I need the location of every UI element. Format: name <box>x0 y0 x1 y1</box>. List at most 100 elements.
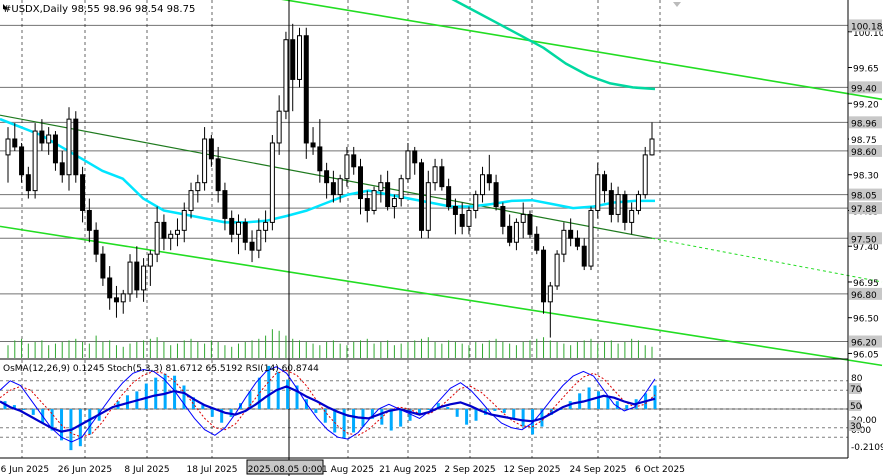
bull-candle-body <box>174 229 180 235</box>
bear-candle-body <box>507 225 513 243</box>
osma-bar <box>465 409 469 425</box>
indicator-tick-label: 0.00 <box>851 426 871 436</box>
bull-candle-body <box>371 190 377 211</box>
date-tick-label: 8 Jul 2025 <box>124 465 169 475</box>
bull-candle-body <box>276 110 282 144</box>
bear-candle-body <box>439 166 445 188</box>
bull-candle-body <box>263 221 269 231</box>
bear-candle-body <box>324 170 330 184</box>
bear-candle-body <box>39 130 45 144</box>
bear-candle-body <box>249 241 255 251</box>
bear-candle-body <box>602 174 608 192</box>
bear-candle-body <box>452 206 458 215</box>
osma-bar <box>50 409 54 431</box>
osma-bar <box>323 409 327 423</box>
osma-bar <box>257 377 261 409</box>
bull-candle-body <box>561 229 567 255</box>
bear-candle-body <box>527 213 533 235</box>
osma-bar <box>549 409 553 415</box>
bear-candle-body <box>364 198 370 211</box>
bear-candle-body <box>581 245 587 267</box>
price-level-label: 97.50 <box>851 235 877 245</box>
price-tick-label: 99.65 <box>853 65 879 75</box>
price-level-label-box <box>849 202 882 215</box>
bear-candle-body <box>351 154 357 168</box>
osma-bar <box>201 405 205 409</box>
bear-candle-body <box>541 249 547 303</box>
bear-candle-body <box>113 297 119 303</box>
time-axis[interactable]: 16 Jun 2025 26 Jun 2025 8 Jul 2025 18 Jul 2… <box>0 457 848 475</box>
bull-candle-body <box>480 174 486 196</box>
bear-candle-body <box>242 221 248 243</box>
bear-candle-body <box>86 209 92 231</box>
bear-candle-body <box>330 182 336 196</box>
bull-candle-body <box>66 118 72 176</box>
bull-candle-body <box>283 39 289 112</box>
osma-bar <box>474 409 478 421</box>
date-tick-label: 12 Sep 2025 <box>503 465 560 475</box>
stoch-main-line <box>0 366 656 443</box>
indicator-tick-label: 20.00 <box>851 416 877 426</box>
ma-mid-line <box>451 0 656 91</box>
bull-candle-body <box>141 265 147 291</box>
bear-candle-body <box>412 150 418 164</box>
date-tick-label: 24 Sep 2025 <box>569 465 626 475</box>
bear-candle-body <box>358 166 364 200</box>
price-level-label: 96.80 <box>851 291 877 301</box>
price-level-label-box <box>849 19 882 32</box>
bull-candle-body <box>615 194 621 215</box>
osma-bar <box>502 409 506 413</box>
bull-candle-body <box>595 174 601 211</box>
bull-candle-body <box>235 221 241 235</box>
price-tick-label: 99.20 <box>853 100 879 110</box>
price-axis[interactable]: 100.1099.6599.2098.7598.3097.8597.4096.9… <box>847 0 883 458</box>
bear-candle-body <box>73 118 79 176</box>
bear-candle-body <box>534 233 540 251</box>
bull-candle-body <box>378 182 384 192</box>
chart-title-arrow-icon <box>3 4 8 9</box>
osma-bar <box>625 405 629 409</box>
moving-averages <box>0 0 656 224</box>
bear-candle-body <box>134 261 140 291</box>
date-tick-label: 21 Aug 2025 <box>379 465 437 475</box>
osma-bar <box>333 409 337 433</box>
bull-candle-body <box>154 221 160 255</box>
osma-bar <box>380 409 384 425</box>
price-level-label: 100.18 <box>851 22 883 32</box>
bear-candle-body <box>446 186 452 208</box>
osma-bar <box>427 409 431 410</box>
date-tick-label: 2 Sep 2025 <box>444 465 495 475</box>
bull-candle-body <box>181 209 187 231</box>
bear-candle-body <box>290 39 296 80</box>
bull-candle-body <box>520 213 526 223</box>
price-level-label-box <box>849 116 882 129</box>
osma-bar <box>653 385 657 409</box>
bear-candle-body <box>459 213 465 227</box>
bull-candle-body <box>432 166 438 184</box>
indicator-level-label: 30 <box>850 422 862 432</box>
osma-bar <box>267 365 271 409</box>
rsi-line <box>0 385 656 433</box>
price-tick-label: 96.05 <box>853 350 879 360</box>
osma-bar <box>144 383 148 409</box>
price-level-label-box <box>849 81 882 94</box>
price-level-labels: 100.18 99.40 98.96 98.60 98.05 97.88 97.50 96.8… <box>849 19 883 349</box>
price-level-label-box <box>849 287 882 300</box>
osma-bar <box>12 405 16 409</box>
bear-candle-body <box>93 229 99 255</box>
indicator-pane[interactable]: OsMA(12,26,9) 0.1245 Stoch(5,3,3) 81.671… <box>0 364 848 451</box>
osma-bar <box>417 409 421 415</box>
osma-bar <box>512 409 516 419</box>
osma-bar <box>408 409 412 421</box>
price-tick-label: 96.50 <box>853 315 879 325</box>
date-tick-label: 26 Jun 2025 <box>58 465 112 475</box>
scroll-marker-icon[interactable] <box>673 2 681 7</box>
bull-candle-body <box>5 138 11 156</box>
bear-candle-body <box>208 138 214 160</box>
bull-candle-body <box>588 209 594 267</box>
osma-bar <box>596 391 600 409</box>
bear-candle-body <box>419 162 425 231</box>
bear-candle-body <box>19 146 25 176</box>
